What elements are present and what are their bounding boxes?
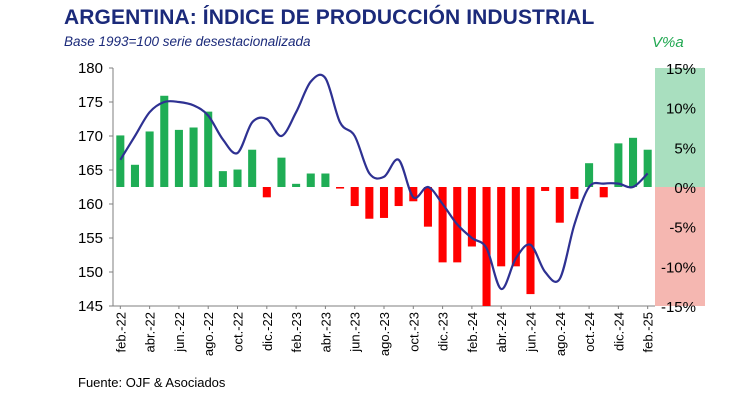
x-tick-label: dic.-24: [611, 312, 626, 351]
x-tick-label: ago.-23: [377, 312, 392, 356]
x-tick-label: abr.-24: [494, 312, 509, 352]
x-tick-label: feb.-25: [641, 312, 656, 352]
bar: [585, 163, 594, 187]
bar: [277, 157, 286, 187]
x-tick-label: jun.-22: [172, 312, 187, 353]
left-tick-label: 175: [78, 94, 103, 111]
bar: [174, 129, 183, 187]
bar: [306, 173, 315, 187]
left-tick-label: 145: [78, 298, 103, 315]
right-axis-label: V%a: [652, 34, 684, 51]
bar: [409, 187, 418, 202]
x-tick-label: feb.-23: [289, 312, 304, 352]
bar: [526, 187, 535, 295]
x-tick-label: abr.-22: [143, 312, 158, 352]
bar: [204, 111, 213, 187]
bar: [614, 143, 623, 187]
positive-band: [655, 68, 705, 187]
bar: [555, 187, 564, 223]
negative-band: [655, 187, 705, 306]
bar: [570, 187, 579, 199]
bar: [189, 127, 198, 187]
x-tick-label: ago.-24: [553, 312, 568, 356]
x-tick-label: oct.-22: [231, 312, 246, 352]
right-tick-label: 10%: [666, 101, 696, 118]
right-tick-label: 15%: [666, 61, 696, 78]
left-tick-label: 155: [78, 230, 103, 247]
left-tick-label: 150: [78, 264, 103, 281]
right-tick-label: 5%: [674, 140, 696, 157]
bar: [497, 187, 506, 267]
left-tick-label: 160: [78, 196, 103, 213]
bar: [262, 187, 271, 198]
chart-subtitle: Base 1993=100 serie desestacionalizada: [64, 34, 311, 49]
bar: [350, 187, 359, 207]
bar: [321, 173, 330, 187]
left-tick-label: 180: [78, 60, 103, 77]
x-tick-label: feb.-22: [113, 312, 128, 352]
x-tick-label: jun.-23: [348, 312, 363, 353]
source-note: Fuente: OJF & Asociados: [78, 375, 226, 390]
chart-title: ARGENTINA: ÍNDICE DE PRODUCCIÓN INDUSTRI…: [64, 6, 595, 29]
index-line: [119, 73, 649, 291]
left-tick-label: 165: [78, 162, 103, 179]
x-tick-label: jun.-24: [523, 312, 538, 353]
bar: [292, 183, 301, 187]
x-tick-label: feb.-24: [465, 312, 480, 352]
bar: [643, 149, 652, 187]
bar: [116, 135, 125, 187]
bar: [628, 137, 638, 187]
right-tick-label: -5%: [669, 220, 696, 237]
bar: [248, 149, 257, 187]
bar: [511, 187, 520, 267]
bar: [130, 164, 140, 187]
x-tick-label: oct.-23: [406, 312, 421, 352]
x-tick-label: dic.-23: [436, 312, 451, 351]
bar: [218, 171, 227, 187]
bar: [365, 187, 374, 219]
left-tick-label: 170: [78, 128, 103, 145]
bar: [423, 187, 432, 227]
x-tick-label: abr.-23: [318, 312, 333, 352]
bar: [379, 187, 389, 218]
x-tick-label: oct.-24: [582, 312, 597, 352]
right-tick-label: 0%: [674, 180, 696, 197]
bar: [145, 131, 154, 187]
right-tick-label: -15%: [661, 299, 696, 316]
bar: [599, 187, 608, 198]
bar: [336, 187, 345, 189]
bar: [394, 187, 403, 207]
x-tick-label: ago.-22: [201, 312, 216, 356]
bar: [233, 169, 242, 187]
bar: [541, 187, 550, 191]
bar: [467, 187, 476, 247]
bar: [160, 95, 169, 187]
x-tick-label: dic.-22: [260, 312, 275, 351]
bar: [438, 187, 447, 263]
right-tick-label: -10%: [661, 259, 696, 276]
